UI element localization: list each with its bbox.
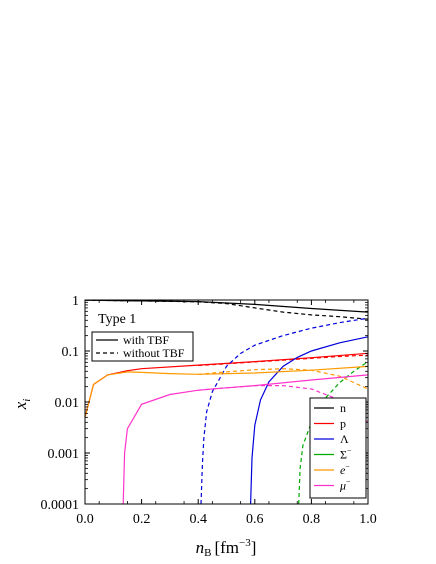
series-line-4 [250,336,368,504]
x-tick-label-4: 0.8 [303,512,321,527]
panel-label: Type 1 [98,312,136,327]
x-tick-label-0: 0.0 [76,512,94,527]
legend-with-tbf: with TBF [123,333,169,347]
x-tick-label-2: 0.4 [189,512,207,527]
species-legend-label-4: e− [340,462,350,477]
x-tick-label-3: 0.6 [246,512,264,527]
y-tick-label-4: 1 [72,294,79,309]
series-line-1 [85,300,368,320]
y-tick-label-3: 0.1 [62,345,80,360]
species-legend-box [309,397,367,499]
series-line-3 [198,354,368,367]
species-legend-label-3: Σ− [340,447,352,462]
legend-without-tbf: without TBF [123,346,185,360]
y-tick-label-0: 0.0001 [41,498,80,513]
series-line-9 [122,374,368,504]
y-axis-title: xi [11,399,33,411]
series-line-6 [298,361,368,504]
species-legend-label-1: p [340,417,346,431]
x-tick-label-1: 0.2 [133,512,151,527]
ticks-layer: 0.0 0.2 0.4 0.6 0.8 1.0 0.0001 0.001 0.01 0.1 1 [41,294,377,527]
species-legend-label-0: n [340,401,346,415]
species-legend-label-5: μ− [339,478,351,493]
style-legend: with TBF without TBF [91,331,194,362]
y-tick-label-1: 0.001 [48,447,80,462]
series-line-7 [85,365,368,418]
style-legend-box [91,331,194,362]
species-legend-label-2: Λ [340,432,349,446]
x-tick-label-5: 1.0 [359,512,377,527]
y-tick-label-2: 0.01 [55,396,80,411]
plot-frame [84,299,369,505]
x-axis-title: nB [fm−3] [196,537,257,559]
series-line-8 [198,368,368,390]
series-layer [85,300,368,504]
series-line-5 [200,317,368,504]
